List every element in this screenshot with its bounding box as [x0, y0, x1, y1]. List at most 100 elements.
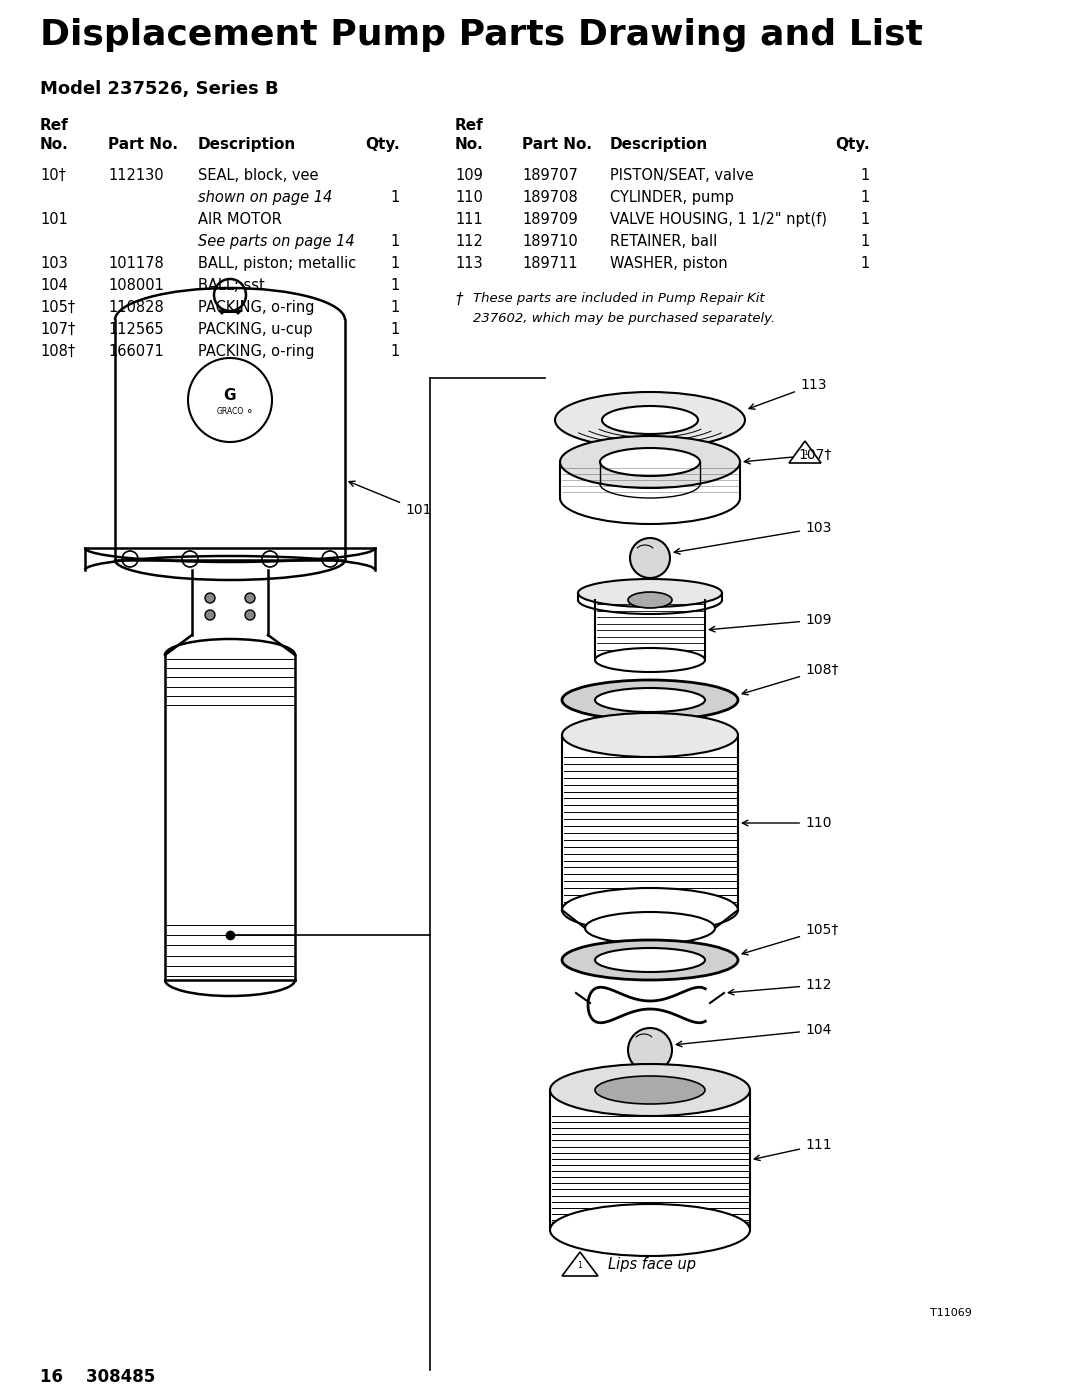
Circle shape — [627, 1028, 672, 1071]
Text: †: † — [455, 292, 462, 307]
Circle shape — [322, 550, 338, 567]
Text: 105†: 105† — [742, 923, 838, 954]
Circle shape — [245, 610, 255, 620]
Text: 111: 111 — [455, 212, 483, 226]
Text: BALL, piston; metallic: BALL, piston; metallic — [198, 256, 356, 271]
Text: 1: 1 — [391, 235, 400, 249]
Text: BALL; sst: BALL; sst — [198, 278, 265, 293]
Text: WASHER, piston: WASHER, piston — [610, 256, 728, 271]
Text: 103: 103 — [40, 256, 68, 271]
Text: 189711: 189711 — [522, 256, 578, 271]
Text: PACKING, o-ring: PACKING, o-ring — [198, 344, 314, 359]
Circle shape — [262, 550, 278, 567]
Text: 107†: 107† — [744, 448, 832, 464]
Text: Part No.: Part No. — [108, 137, 178, 152]
Text: 166071: 166071 — [108, 344, 164, 359]
Text: 1: 1 — [861, 212, 870, 226]
Text: 10†: 10† — [40, 168, 66, 183]
Ellipse shape — [595, 648, 705, 672]
Text: 104: 104 — [676, 1023, 832, 1046]
Text: T11069: T11069 — [930, 1308, 972, 1317]
Text: 1: 1 — [391, 300, 400, 314]
Circle shape — [122, 550, 138, 567]
Circle shape — [630, 538, 670, 578]
Text: 1: 1 — [578, 1261, 582, 1270]
Circle shape — [245, 592, 255, 604]
Ellipse shape — [562, 940, 738, 981]
Text: 189707: 189707 — [522, 168, 578, 183]
Text: Displacement Pump Parts Drawing and List: Displacement Pump Parts Drawing and List — [40, 18, 923, 52]
Ellipse shape — [600, 448, 700, 476]
Ellipse shape — [585, 912, 715, 944]
Text: Part No.: Part No. — [522, 137, 592, 152]
Text: 1: 1 — [391, 278, 400, 293]
Text: 108†: 108† — [40, 344, 76, 359]
Text: 1: 1 — [802, 450, 807, 455]
Text: 101: 101 — [349, 481, 432, 517]
Text: Description: Description — [610, 137, 708, 152]
Text: 189708: 189708 — [522, 190, 578, 205]
Text: 108†: 108† — [742, 664, 838, 694]
Text: No.: No. — [40, 137, 69, 152]
Text: Qty.: Qty. — [835, 137, 870, 152]
Text: °: ° — [247, 409, 253, 419]
Text: See parts on page 14: See parts on page 14 — [198, 235, 354, 249]
Text: 113: 113 — [455, 256, 483, 271]
Text: PISTON/SEAT, valve: PISTON/SEAT, valve — [610, 168, 754, 183]
Text: These parts are included in Pump Repair Kit: These parts are included in Pump Repair … — [473, 292, 765, 305]
Text: 112130: 112130 — [108, 168, 164, 183]
Text: 113: 113 — [750, 379, 826, 409]
Text: PACKING, u-cup: PACKING, u-cup — [198, 321, 312, 337]
Text: Model 237526, Series B: Model 237526, Series B — [40, 80, 279, 98]
Ellipse shape — [550, 1204, 750, 1256]
Circle shape — [183, 550, 198, 567]
Ellipse shape — [550, 1065, 750, 1116]
Ellipse shape — [561, 436, 740, 488]
Text: VALVE HOUSING, 1 1/2" npt(f): VALVE HOUSING, 1 1/2" npt(f) — [610, 212, 827, 226]
Text: 112: 112 — [728, 978, 832, 995]
Text: 105†: 105† — [40, 300, 76, 314]
Text: 1: 1 — [861, 190, 870, 205]
Text: GRACO: GRACO — [216, 408, 244, 416]
Text: 16    308485: 16 308485 — [40, 1368, 156, 1386]
Text: 108001: 108001 — [108, 278, 164, 293]
Text: G: G — [224, 387, 237, 402]
Text: Ref: Ref — [455, 117, 484, 133]
Text: SEAL, block, vee: SEAL, block, vee — [198, 168, 319, 183]
Ellipse shape — [595, 687, 705, 712]
Text: Description: Description — [198, 137, 296, 152]
Text: 104: 104 — [40, 278, 68, 293]
Circle shape — [205, 610, 215, 620]
Text: 107†: 107† — [40, 321, 76, 337]
Text: No.: No. — [455, 137, 484, 152]
Text: Qty.: Qty. — [365, 137, 400, 152]
Text: 111: 111 — [754, 1139, 832, 1161]
Circle shape — [205, 592, 215, 604]
Text: 1: 1 — [861, 235, 870, 249]
Text: 101178: 101178 — [108, 256, 164, 271]
Text: 237602, which may be purchased separately.: 237602, which may be purchased separatel… — [473, 312, 775, 326]
Text: AIR MOTOR: AIR MOTOR — [198, 212, 282, 226]
Text: 101: 101 — [40, 212, 68, 226]
Ellipse shape — [562, 712, 738, 757]
Ellipse shape — [562, 888, 738, 932]
Text: 112565: 112565 — [108, 321, 164, 337]
Text: shown on page 14: shown on page 14 — [198, 190, 333, 205]
Text: 1: 1 — [391, 190, 400, 205]
Ellipse shape — [595, 1076, 705, 1104]
Text: 110828: 110828 — [108, 300, 164, 314]
Text: 103: 103 — [674, 521, 832, 555]
Ellipse shape — [627, 592, 672, 608]
Text: 1: 1 — [391, 321, 400, 337]
Ellipse shape — [595, 949, 705, 972]
Text: Ref: Ref — [40, 117, 69, 133]
Text: 189710: 189710 — [522, 235, 578, 249]
Text: 1: 1 — [391, 256, 400, 271]
Text: RETAINER, ball: RETAINER, ball — [610, 235, 717, 249]
Text: 1: 1 — [391, 344, 400, 359]
Text: 109: 109 — [710, 613, 832, 631]
Text: Lips face up: Lips face up — [608, 1256, 696, 1271]
Ellipse shape — [555, 393, 745, 448]
Text: 112: 112 — [455, 235, 483, 249]
Ellipse shape — [562, 680, 738, 719]
